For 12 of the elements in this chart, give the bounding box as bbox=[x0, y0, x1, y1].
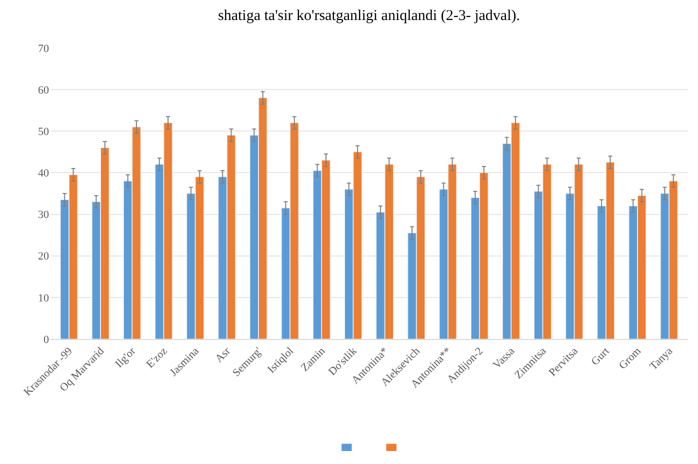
text: shatiga ta'sir ko'rsatganligi aniqlandi (2-3- jadval). bbox=[218, 8, 520, 24]
y-tick-label: 20 bbox=[38, 250, 50, 263]
x-tick-label: Asr bbox=[213, 344, 234, 365]
y-tick-label: 50 bbox=[38, 126, 50, 138]
y-tick-label: 60 bbox=[38, 84, 50, 96]
x-tick-label: Vassa bbox=[490, 345, 518, 372]
y-tick-label: 30 bbox=[38, 209, 50, 222]
y-tick-label: 10 bbox=[38, 292, 50, 304]
y-tick-label: 70 bbox=[38, 42, 50, 55]
x-tick-label: Gurt bbox=[589, 345, 612, 368]
y-tick-label: 0 bbox=[44, 334, 50, 346]
y-tick-label: 40 bbox=[38, 168, 50, 180]
